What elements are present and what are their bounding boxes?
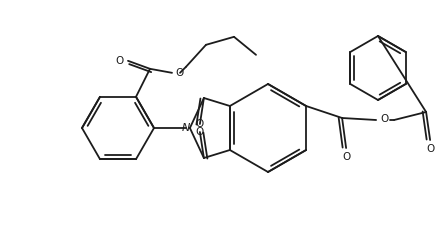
Text: O: O — [196, 127, 204, 137]
Text: O: O — [426, 144, 434, 154]
Text: O: O — [380, 114, 388, 124]
Text: O: O — [116, 56, 124, 66]
Text: O: O — [196, 119, 204, 129]
Text: O: O — [176, 68, 184, 78]
Text: N: N — [182, 123, 190, 133]
Text: O: O — [342, 152, 350, 162]
